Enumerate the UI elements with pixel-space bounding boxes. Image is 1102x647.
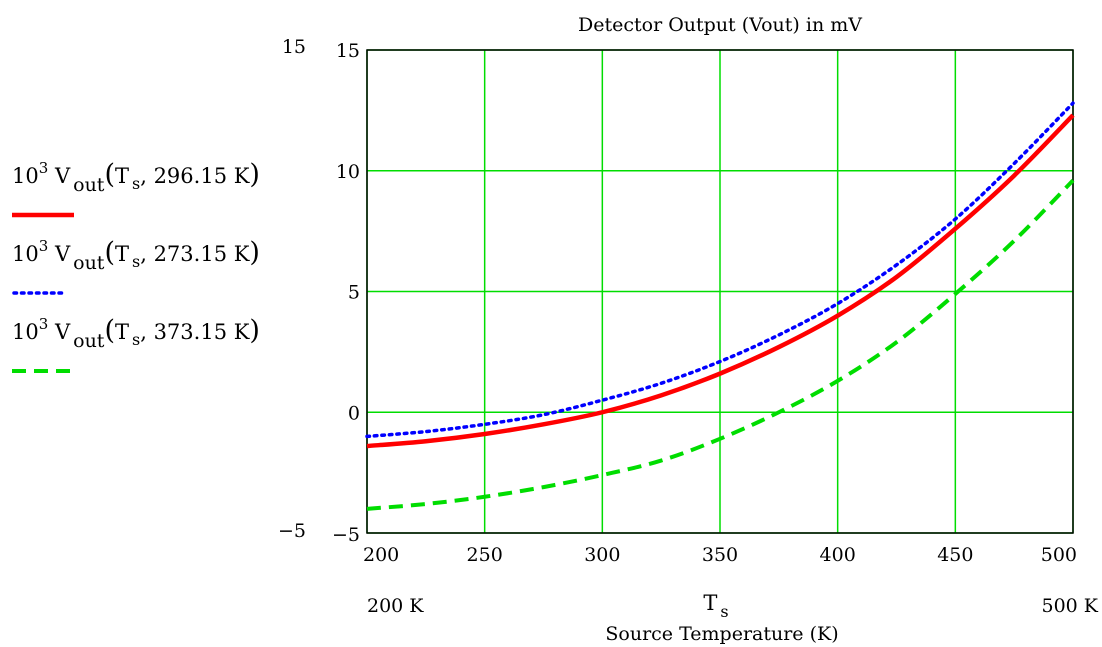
y-tick-label: −5 [332, 524, 360, 546]
y-tick-label: 5 [348, 282, 360, 304]
x-variable-base: T [703, 591, 717, 615]
y-range-max-label: 15 [282, 36, 306, 58]
x-tick-label: 350 [702, 544, 738, 566]
y-range-min-label: −5 [278, 520, 306, 542]
y-tick-label: 10 [336, 161, 360, 183]
x-tick-label: 450 [937, 544, 973, 566]
chart-title: Detector Output (Vout) in mV [578, 14, 862, 36]
x-variable-sub: s [720, 602, 728, 621]
series-line-3 [366, 179, 1075, 511]
x-tick-label: 500 [1041, 544, 1077, 566]
x-range-min-label: 200 K [367, 595, 424, 617]
series-layer [365, 101, 1075, 511]
x-tick-label: 300 [584, 544, 620, 566]
y-tick-label: 15 [336, 40, 360, 62]
series-line-1 [366, 113, 1075, 449]
x-axis-label: Source Temperature (K) [605, 623, 838, 645]
x-tick-label: 400 [820, 544, 856, 566]
x-tick-label: 200 [363, 544, 399, 566]
x-tick-label: 250 [467, 544, 503, 566]
x-range-max-label: 500 K [1042, 595, 1099, 617]
tick-labels: 200 250 300 350 400 450 500 −5 0 5 10 15 [332, 40, 1077, 566]
plot-frame [366, 49, 1074, 534]
series-line-2 [365, 101, 1075, 439]
y-tick-label: 0 [348, 402, 360, 424]
